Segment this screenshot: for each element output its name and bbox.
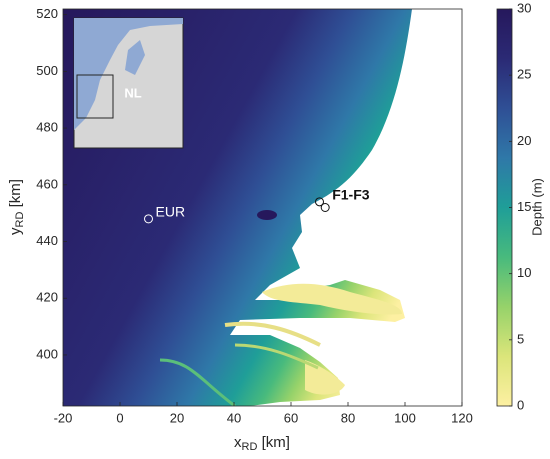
colorbar-tick-label: 5 xyxy=(517,331,524,346)
scour-hole xyxy=(257,210,277,220)
x-tick-label: 20 xyxy=(170,410,184,425)
x-tick-label: 80 xyxy=(341,410,355,425)
y-axis-label: yRD [km] xyxy=(7,179,26,235)
inset-map: NL xyxy=(73,17,184,149)
y-tick-label: 480 xyxy=(36,120,58,135)
estuary xyxy=(224,321,321,347)
estuary xyxy=(234,343,319,370)
x-tick-label: 40 xyxy=(227,410,241,425)
station-marker xyxy=(144,214,153,224)
colorbar-label: Depth (m) xyxy=(529,178,544,236)
y-tick-label: 400 xyxy=(36,346,58,361)
x-axis-label: xRD [km] xyxy=(234,434,290,453)
map-area xyxy=(63,9,462,406)
inset-label: NL xyxy=(124,85,141,100)
station-label: F1-F3 xyxy=(332,187,370,203)
x-tick-label: 100 xyxy=(394,410,416,425)
colorbar-tick-label: 30 xyxy=(517,0,531,15)
y-tick-label: 460 xyxy=(36,176,58,191)
y-tick-label: 420 xyxy=(36,290,58,305)
estuary xyxy=(159,358,236,406)
station-marker xyxy=(320,203,330,212)
land xyxy=(230,9,462,406)
station-marker xyxy=(315,197,324,207)
island xyxy=(262,283,402,315)
colorbar-tick-label: 10 xyxy=(517,265,531,280)
station-label: EUR xyxy=(156,204,186,220)
y-tick-label: 440 xyxy=(36,233,58,248)
y-tick-label: 500 xyxy=(36,63,58,78)
island xyxy=(305,360,345,395)
x-tick-label: 0 xyxy=(116,410,123,425)
x-tick-label: -20 xyxy=(54,410,73,425)
colorbar-tick-label: 20 xyxy=(517,133,531,148)
colorbar-tick-label: 25 xyxy=(517,67,531,82)
colorbar-tick-label: 0 xyxy=(517,397,524,412)
plot-frame xyxy=(62,8,463,407)
x-tick-label: 120 xyxy=(451,410,473,425)
y-tick-label: 520 xyxy=(36,6,58,21)
x-tick-label: 60 xyxy=(284,410,298,425)
colorbar-tick-label: 15 xyxy=(517,199,531,214)
